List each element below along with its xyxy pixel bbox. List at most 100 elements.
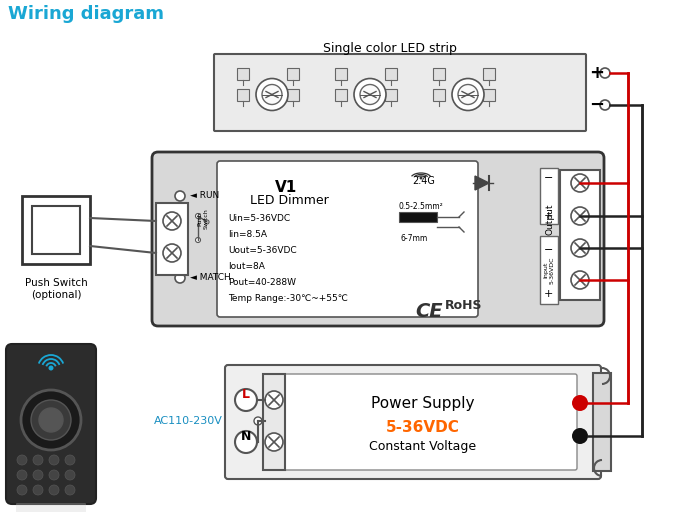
FancyBboxPatch shape (16, 503, 86, 512)
Circle shape (196, 238, 200, 243)
Circle shape (360, 84, 380, 104)
Text: Power Supply: Power Supply (371, 396, 475, 411)
Text: −: − (589, 96, 604, 114)
Text: Uin=5-36VDC: Uin=5-36VDC (228, 214, 290, 223)
Circle shape (265, 433, 283, 451)
Bar (593, 373, 611, 471)
Bar (483, 89, 495, 100)
Circle shape (600, 68, 610, 78)
Bar (32, 206, 80, 254)
Circle shape (262, 84, 282, 104)
Circle shape (39, 408, 63, 432)
Bar (433, 89, 445, 100)
Circle shape (205, 220, 209, 224)
Bar (540, 168, 558, 224)
Bar (287, 89, 299, 100)
Text: Pout=40-288W: Pout=40-288W (228, 278, 296, 287)
Circle shape (600, 100, 610, 110)
Text: +: + (544, 289, 553, 299)
Circle shape (256, 78, 288, 111)
Text: Iin=8.5A: Iin=8.5A (228, 230, 267, 239)
Text: Wiring diagram: Wiring diagram (8, 5, 164, 23)
Text: AC110-230V: AC110-230V (154, 416, 223, 426)
Bar (156, 203, 188, 275)
Bar (22, 196, 90, 264)
Circle shape (235, 389, 257, 411)
Text: Uout=5-36VDC: Uout=5-36VDC (228, 246, 296, 255)
FancyBboxPatch shape (6, 344, 96, 504)
Circle shape (33, 470, 43, 480)
Circle shape (265, 391, 283, 409)
Circle shape (419, 177, 422, 180)
Text: Temp Range:-30℃~+55℃: Temp Range:-30℃~+55℃ (228, 294, 348, 303)
Circle shape (572, 428, 588, 444)
Bar (399, 212, 437, 222)
Circle shape (163, 244, 181, 262)
Polygon shape (475, 176, 489, 190)
Bar (385, 68, 397, 79)
Circle shape (17, 455, 27, 465)
Bar (287, 68, 299, 79)
Circle shape (49, 455, 59, 465)
Circle shape (354, 78, 386, 111)
Bar (385, 89, 397, 100)
Circle shape (254, 417, 262, 425)
Circle shape (49, 470, 59, 480)
Circle shape (65, 470, 75, 480)
Circle shape (572, 395, 588, 411)
Bar (560, 170, 600, 300)
Text: Push
Switch: Push Switch (198, 208, 209, 229)
Circle shape (175, 191, 185, 201)
Bar (483, 68, 495, 79)
Circle shape (163, 212, 181, 230)
Text: N: N (240, 431, 252, 443)
Text: ◄ RUN: ◄ RUN (190, 191, 219, 200)
Text: L: L (242, 389, 250, 401)
Text: +: + (589, 64, 604, 82)
Circle shape (175, 273, 185, 283)
Bar (540, 236, 558, 304)
Bar (335, 89, 347, 100)
Circle shape (31, 400, 71, 440)
Circle shape (235, 431, 257, 453)
Text: CE: CE (415, 302, 443, 321)
Text: Push Switch
(optional): Push Switch (optional) (25, 278, 87, 300)
Circle shape (33, 485, 43, 495)
Circle shape (49, 485, 59, 495)
Text: 0.5-2.5mm²: 0.5-2.5mm² (399, 202, 444, 211)
Circle shape (17, 470, 27, 480)
FancyBboxPatch shape (214, 54, 586, 131)
Text: 2.4G: 2.4G (412, 176, 435, 186)
Circle shape (65, 455, 75, 465)
Text: Iout=8A: Iout=8A (228, 262, 265, 271)
Text: 5-36VDC: 5-36VDC (386, 420, 460, 435)
FancyBboxPatch shape (281, 374, 577, 470)
Text: RoHS: RoHS (445, 299, 482, 312)
Bar (237, 89, 249, 100)
Circle shape (571, 207, 589, 225)
Circle shape (48, 366, 53, 371)
FancyBboxPatch shape (225, 365, 601, 479)
Circle shape (571, 174, 589, 192)
Text: Input
5-36VDC: Input 5-36VDC (544, 256, 554, 284)
Bar (433, 68, 445, 79)
Text: −: − (544, 245, 553, 255)
Circle shape (458, 84, 478, 104)
Text: Constant Voltage: Constant Voltage (370, 440, 477, 453)
Text: +: + (544, 211, 553, 221)
Circle shape (571, 271, 589, 289)
Text: Single color LED strip: Single color LED strip (323, 42, 457, 55)
Circle shape (33, 455, 43, 465)
Circle shape (196, 214, 200, 219)
Circle shape (571, 239, 589, 257)
Bar (335, 68, 347, 79)
Circle shape (21, 390, 81, 450)
Circle shape (17, 485, 27, 495)
FancyBboxPatch shape (217, 161, 478, 317)
FancyBboxPatch shape (152, 152, 604, 326)
Text: −: − (544, 173, 553, 183)
Text: V1: V1 (275, 180, 297, 195)
Bar (263, 374, 285, 470)
Text: ◄ MATCH: ◄ MATCH (190, 273, 231, 282)
Circle shape (452, 78, 484, 111)
